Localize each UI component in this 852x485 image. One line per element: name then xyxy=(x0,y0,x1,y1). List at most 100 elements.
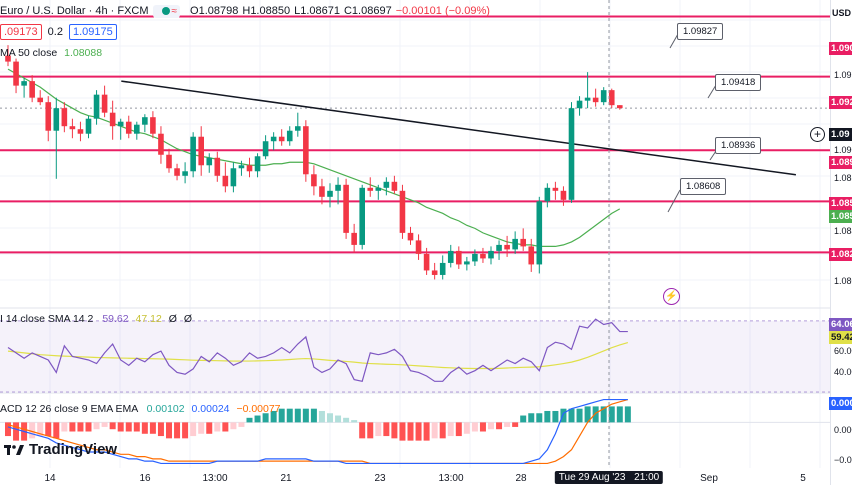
candle-body xyxy=(617,105,623,109)
candle-body xyxy=(85,118,92,134)
macd-histogram-bar xyxy=(262,413,269,423)
macd-histogram-bar xyxy=(13,422,20,441)
macd-legend[interactable]: ACD 12 26 close 9 EMA EMA 0.00102 0.0002… xyxy=(0,403,281,415)
macd-line xyxy=(7,398,628,465)
candle-body xyxy=(13,61,19,86)
candle-body xyxy=(576,100,583,109)
macd-histogram-bar xyxy=(230,422,237,430)
candle-body xyxy=(230,168,237,187)
candle-body xyxy=(53,108,60,131)
level-callout-2[interactable]: 1.09418 xyxy=(715,74,762,91)
macd-histogram-bar xyxy=(190,422,197,437)
bid-ask-row: .09173 0.2 1.09175 xyxy=(0,24,117,40)
macd-histogram-bar xyxy=(576,408,583,423)
macd-histogram-bar xyxy=(560,408,567,423)
macd-histogram-bar xyxy=(399,422,406,441)
ohlc-low: L1.08671 xyxy=(294,5,340,17)
candle-body xyxy=(464,261,470,265)
macd-histogram-bar xyxy=(133,422,140,432)
rsi-line xyxy=(7,318,628,383)
symbol-title[interactable]: Euro / U.S. Dollar · 4h · FXCM xyxy=(0,5,149,17)
candle-body xyxy=(238,165,245,169)
macd-histogram-bar xyxy=(415,422,422,441)
sma-legend-value: 1.08088 xyxy=(64,47,103,59)
ohlc-change: −0.00101 (−0.09%) xyxy=(395,5,490,17)
candle-body xyxy=(214,157,221,176)
candle-body xyxy=(496,244,502,251)
rsi-legend-value: 59.62 xyxy=(102,313,129,325)
candle-body xyxy=(158,133,164,155)
candle-body xyxy=(61,108,68,127)
rsi-legend-v3: Ø xyxy=(168,313,177,325)
price-label: 1.096 xyxy=(834,70,852,80)
trendline xyxy=(121,80,797,176)
price-tag-level-2: 1.092 xyxy=(829,96,852,109)
macd-value: 0.00024 xyxy=(191,403,230,415)
candle-body xyxy=(125,121,132,134)
macd-axis-label: 0.000 xyxy=(834,425,852,435)
candle-body xyxy=(182,171,188,176)
price-tag-level-1: 1.090 xyxy=(829,42,852,55)
candle-body xyxy=(117,121,124,127)
macd-histogram-bar xyxy=(5,422,11,437)
macd-histogram-bar xyxy=(101,422,108,427)
ohlc-open: O1.08798 xyxy=(190,5,239,17)
candle-body xyxy=(383,181,390,188)
candle-body xyxy=(166,154,172,169)
candle-body xyxy=(608,90,615,106)
macd-histogram-bar xyxy=(294,408,301,423)
macd-histogram-bar xyxy=(29,422,36,439)
add-alert-icon[interactable]: + xyxy=(810,127,825,142)
sma50-line xyxy=(7,68,621,248)
sell-button[interactable]: .09173 xyxy=(0,24,42,40)
candle-body xyxy=(303,126,309,175)
macd-signal-value: −0.00077 xyxy=(236,403,281,415)
sma-legend[interactable]: MA 50 close 1.08088 xyxy=(0,47,102,59)
candle-body xyxy=(423,253,430,271)
candle-body xyxy=(343,184,349,233)
brand-name: TradingView xyxy=(29,441,118,458)
crosshair-time-label: Tue 29 Aug '23 21:00 xyxy=(554,471,664,484)
candle-body xyxy=(472,253,478,262)
candle-body xyxy=(431,270,438,275)
candle-body xyxy=(544,187,551,202)
macd-histogram-bar xyxy=(528,413,535,423)
candle-body xyxy=(174,168,180,176)
candle-body xyxy=(480,253,486,259)
rsi-ma-legend-value: 47.12 xyxy=(135,313,162,325)
spread-value: 0.2 xyxy=(47,26,63,38)
market-status[interactable]: ≈ xyxy=(152,4,181,18)
price-label: 1.088 xyxy=(834,173,852,183)
candle-body xyxy=(5,55,11,62)
buy-button[interactable]: 1.09175 xyxy=(68,24,117,40)
macd-histogram-bar xyxy=(544,410,551,423)
macd-histogram-bar xyxy=(335,415,342,423)
candle-body xyxy=(198,136,204,166)
price-axis[interactable] xyxy=(830,0,852,485)
sma-legend-label: MA 50 close xyxy=(0,47,58,59)
tradingview-brand[interactable]: TradingView xyxy=(4,441,117,458)
rsi-ma-line xyxy=(7,342,629,370)
candle-body xyxy=(254,156,261,172)
candle-body xyxy=(327,190,333,197)
price-label: 1.080 xyxy=(834,276,852,286)
candle-body xyxy=(109,112,116,127)
callout-leader xyxy=(669,33,679,49)
macd-histogram-bar xyxy=(141,422,148,434)
level-callout-3[interactable]: 1.08936 xyxy=(715,137,762,154)
rsi-legend[interactable]: I 14 close SMA 14 2 59.62 47.12 Ø Ø xyxy=(0,313,192,325)
candle-body xyxy=(456,250,462,265)
rsi-axis-label: 40.00 xyxy=(834,367,852,377)
macd-histogram-bar xyxy=(479,422,486,432)
macd-histogram-bar xyxy=(254,415,261,423)
level-callout-4[interactable]: 1.08608 xyxy=(680,178,727,195)
candle-body xyxy=(488,250,494,259)
candle-body xyxy=(278,136,285,142)
macd-histogram-bar xyxy=(391,422,398,439)
macd-histogram-bar xyxy=(174,422,181,439)
wave-icon: ≈ xyxy=(171,5,178,17)
level-callout-1[interactable]: 1.09827 xyxy=(677,23,724,40)
macd-histogram-bar xyxy=(286,408,293,423)
lightning-icon[interactable]: ⚡ xyxy=(663,288,680,305)
